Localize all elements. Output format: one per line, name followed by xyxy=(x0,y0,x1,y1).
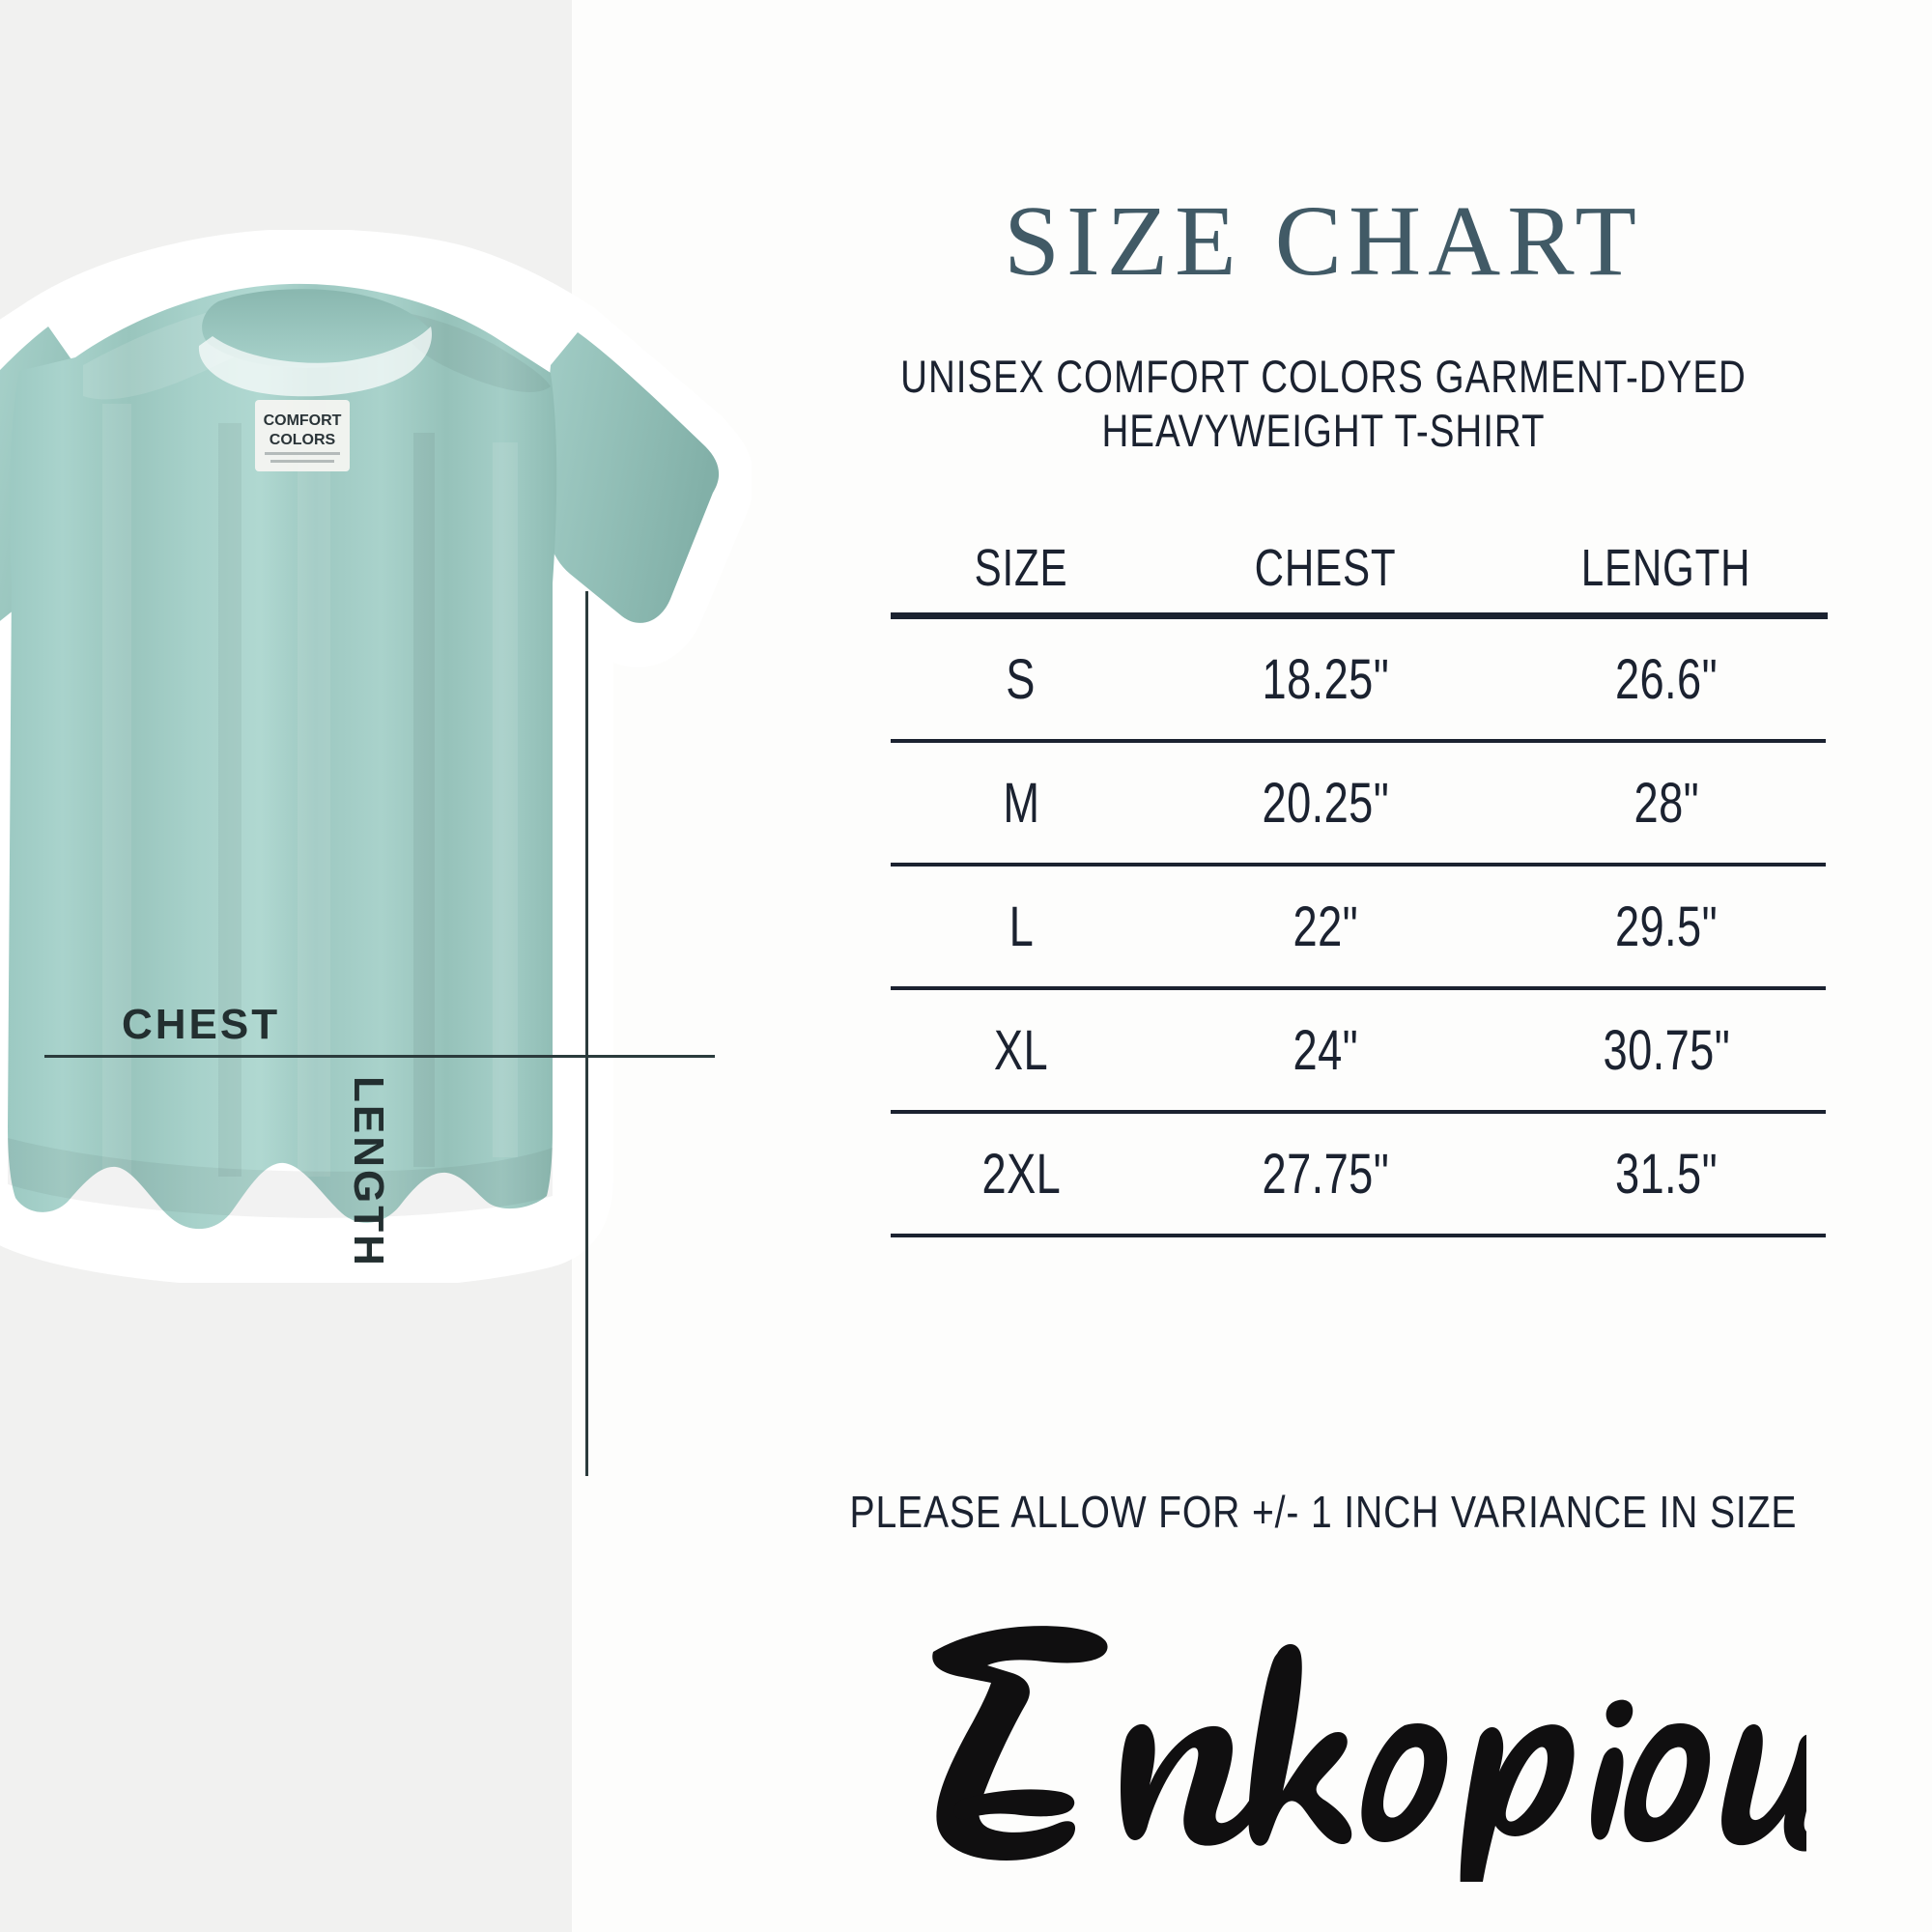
cell-length: 31.5" xyxy=(1614,1142,1719,1206)
garment-neck-label-line-2: COLORS xyxy=(270,432,336,448)
cell-chest: 20.25" xyxy=(1262,771,1389,835)
table-row: 2XL 27.75" 31.5" xyxy=(891,1114,1833,1234)
page-subtitle-line-2: HEAVYWEIGHT T-SHIRT xyxy=(1101,405,1546,456)
chest-measurement-line xyxy=(44,1055,715,1058)
table-row-rule xyxy=(891,863,1826,867)
table-row: XL 24" 30.75" xyxy=(891,990,1833,1110)
cell-size: 2XL xyxy=(981,1142,1061,1206)
cell-chest: 18.25" xyxy=(1262,647,1389,711)
garment-neck-label-line-1: COMFORT xyxy=(264,412,342,429)
column-header-chest: CHEST xyxy=(1254,539,1397,597)
table-row: M 20.25" 28" xyxy=(891,743,1833,863)
cell-chest: 27.75" xyxy=(1262,1142,1389,1206)
chart-column: SIZE CHART UNISEX COMFORT COLORS GARMENT… xyxy=(715,0,1932,1932)
cell-chest: 24" xyxy=(1293,1018,1358,1082)
size-chart-table: SIZE CHEST LENGTH S 18.25" 26. xyxy=(891,524,1833,1237)
cell-length: 30.75" xyxy=(1603,1018,1730,1082)
table-header-rule xyxy=(891,612,1828,619)
column-header-size: SIZE xyxy=(974,539,1068,597)
length-measurement-label: LENGTH xyxy=(345,1076,392,1268)
cell-size: M xyxy=(1002,771,1040,835)
page-title: SIZE CHART xyxy=(1004,185,1643,297)
product-photo-tshirt: COMFORT COLORS CHEST LENGTH xyxy=(0,230,752,1476)
page-subtitle-line-1: UNISEX COMFORT COLORS GARMENT-DYED xyxy=(900,351,1747,402)
table-row-rule xyxy=(891,1110,1826,1114)
cell-size: XL xyxy=(993,1018,1049,1082)
table-row: L 22" 29.5" xyxy=(891,867,1833,986)
cell-length: 29.5" xyxy=(1614,895,1719,958)
background-panel-right xyxy=(572,0,1932,1932)
cell-length: 28" xyxy=(1634,771,1699,835)
cell-length: 26.6" xyxy=(1614,647,1719,711)
cell-size: L xyxy=(1009,895,1034,958)
length-measurement-line xyxy=(585,591,588,1476)
cell-chest: 22" xyxy=(1293,895,1358,958)
cell-size: S xyxy=(1006,647,1037,711)
tshirt-illustration: COMFORT COLORS xyxy=(0,283,720,1230)
table-row: S 18.25" 26.6" xyxy=(891,619,1833,739)
chest-measurement-label: CHEST xyxy=(122,1001,281,1048)
table-header-row: SIZE CHEST LENGTH xyxy=(891,524,1833,612)
variance-note: PLEASE ALLOW FOR +/- 1 INCH VARIANCE IN … xyxy=(849,1487,1798,1537)
column-header-length: LENGTH xyxy=(1581,539,1751,597)
table-row-rule xyxy=(891,986,1826,990)
table-row-rule xyxy=(891,739,1826,743)
brand-logo-inkopious: R xyxy=(932,1626,1806,1882)
table-bottom-rule xyxy=(891,1234,1826,1237)
page-subtitle: UNISEX COMFORT COLORS GARMENT-DYED HEAVY… xyxy=(880,350,1767,458)
